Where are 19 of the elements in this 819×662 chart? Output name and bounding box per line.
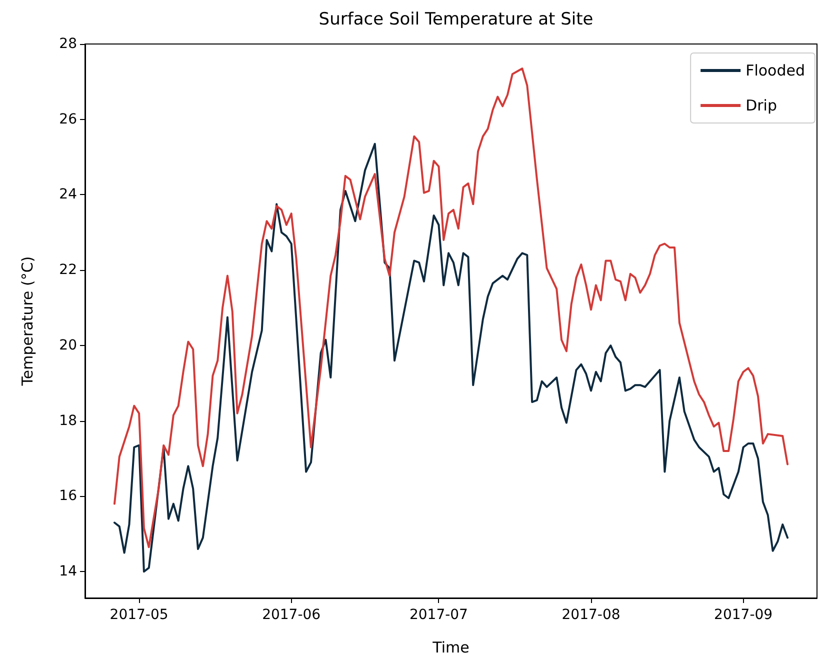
y-tick-label: 20 (59, 337, 77, 354)
line-series (113, 142, 789, 573)
x-tick-label: 2017-07 (409, 607, 468, 623)
y-axis-title: Temperature (°C) (18, 256, 36, 387)
x-tick-label: 2017-08 (562, 607, 620, 623)
x-tick-label: 2017-05 (110, 607, 168, 623)
y-tick-label: 14 (59, 564, 78, 580)
legend-label: Drip (746, 96, 777, 114)
x-axis-title: Time (432, 638, 470, 656)
x-tick-label: 2017-06 (262, 607, 321, 623)
chart-title: Surface Soil Temperature at Site (318, 10, 594, 30)
y-tick-label: 16 (59, 488, 78, 504)
legend-label: Flooded (746, 62, 805, 80)
y-tick-label: 28 (59, 36, 77, 52)
y-tick-label: 18 (59, 412, 77, 429)
y-tick-label: 22 (59, 262, 77, 278)
x-tick-label: 2017-09 (714, 607, 773, 623)
y-tick-label: 26 (59, 111, 78, 128)
y-tick-label: 24 (59, 186, 78, 203)
